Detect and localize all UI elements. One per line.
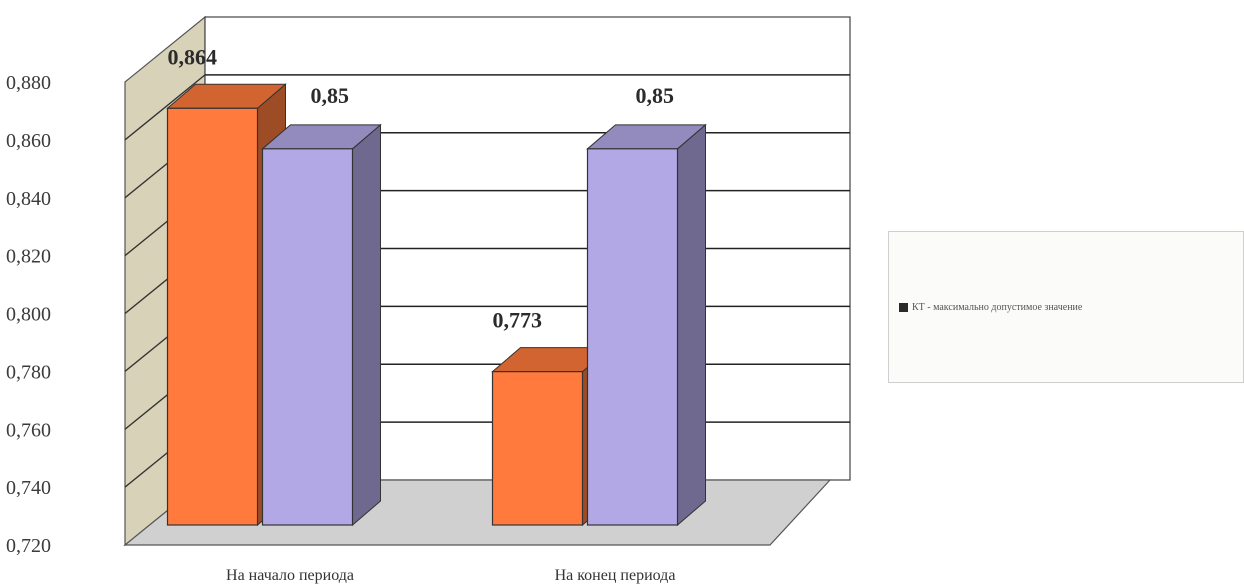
legend-text: КТ - максимально допустимое значение	[912, 301, 1083, 313]
y-tick-label: 0,720	[6, 535, 51, 557]
data-label: 0,85	[311, 83, 350, 108]
y-axis-tick-labels: 0,880 0,860 0,840 0,820 0,800 0,780 0,760 0,740…	[6, 72, 51, 557]
category-label: На начало периода	[226, 567, 354, 584]
gridline-side	[124, 74, 206, 141]
bar-side	[352, 123, 381, 527]
bar	[261, 148, 354, 526]
y-tick-label: 0,780	[6, 361, 51, 383]
category-label: На конец периода	[555, 567, 676, 584]
data-label: 0,85	[636, 83, 675, 108]
bar	[586, 148, 679, 526]
y-tick-label: 0,760	[6, 419, 51, 441]
data-labels: 0,864 0,85 0,773 0,85	[168, 44, 675, 332]
y-tick-label: 0,840	[6, 188, 51, 210]
y-tick-label: 0,820	[6, 246, 51, 268]
y-tick-label: 0,860	[6, 130, 51, 152]
y-tick-label: 0,880	[6, 72, 51, 94]
data-label: 0,773	[493, 308, 543, 333]
bar	[166, 107, 259, 526]
bar-side	[677, 123, 706, 527]
legend-swatch	[899, 302, 908, 312]
y-tick-label: 0,740	[6, 477, 51, 499]
legend: КТ - максимально допустимое значение	[888, 231, 1244, 383]
data-label: 0,864	[168, 44, 218, 69]
y-tick-label: 0,800	[6, 304, 51, 326]
bar	[491, 371, 584, 526]
bars	[166, 83, 707, 527]
category-labels: На начало периода На конец периода	[226, 567, 675, 584]
